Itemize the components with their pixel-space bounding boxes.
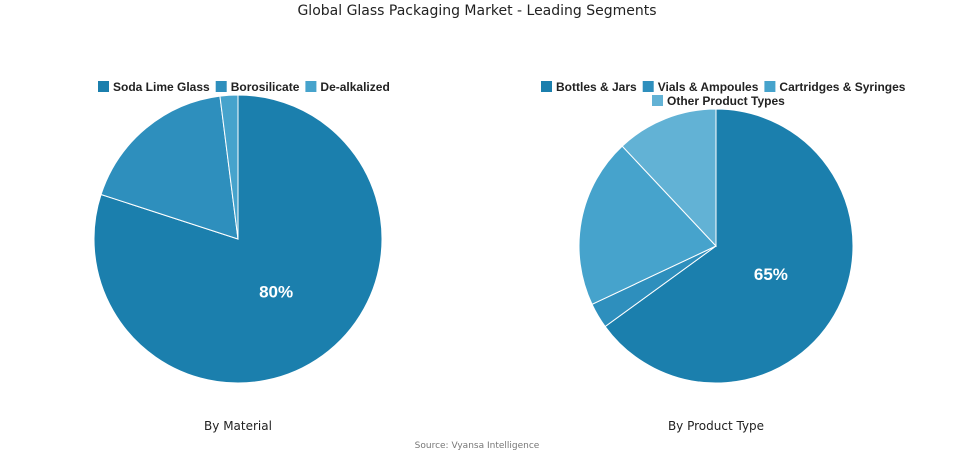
- legend-swatch: [642, 81, 654, 92]
- pie-caption: By Product Type: [668, 419, 764, 433]
- legend-label: Other Product Types: [667, 94, 785, 108]
- pie-caption: By Material: [204, 419, 272, 433]
- pie-slice-cartridges-syringes: [578, 145, 717, 305]
- pie-chart-1: 80% Soda Lime Glass Borosilicate De-alkaliz…: [93, 80, 390, 433]
- legend-label: Soda Lime Glass: [113, 80, 210, 94]
- legend-swatch: [764, 81, 776, 92]
- legend-label: De-alkalized: [320, 80, 389, 94]
- legend-swatch: [305, 81, 317, 92]
- legend-swatch: [98, 81, 109, 92]
- pie-slice-de-alkalized: [219, 94, 239, 240]
- legend-swatch: [541, 81, 552, 92]
- pie-chart-2: 65% Bottles & Jars Vials & Ampoules Cartrid…: [541, 80, 906, 433]
- legend-label: Borosilicate: [231, 80, 300, 94]
- legend-swatch: [215, 81, 227, 92]
- legend-label: Vials & Ampoules: [658, 80, 759, 94]
- chart-title: Global Glass Packaging Market - Leading …: [297, 3, 656, 19]
- pie-slice-other-product-types: [621, 108, 717, 248]
- legend-label: Bottles & Jars: [556, 80, 637, 94]
- charts-layer: 80% Soda Lime Glass Borosilicate De-alkaliz…: [93, 80, 906, 433]
- legend-swatch: [652, 95, 663, 106]
- slice-value-label: 80%: [259, 282, 293, 301]
- source-note: Source: Vyansa Intelligence: [415, 441, 540, 451]
- slice-value-label: 65%: [754, 265, 788, 284]
- legend-label: Cartridges & Syringes: [779, 80, 905, 94]
- pie-slice-bottles-jars: [604, 108, 854, 384]
- pie-slice-borosilicate: [100, 95, 239, 240]
